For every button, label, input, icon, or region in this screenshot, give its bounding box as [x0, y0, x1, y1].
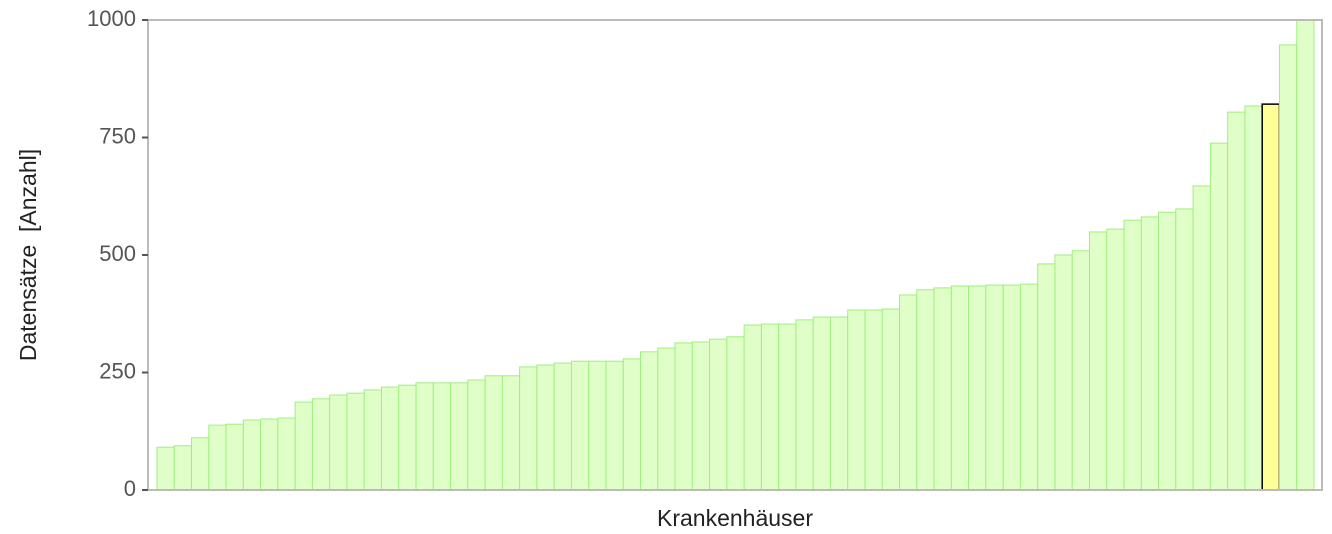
y-tick-label: 250: [99, 358, 136, 383]
bar: [536, 364, 555, 491]
bar: [173, 445, 193, 491]
bar: [1192, 185, 1211, 491]
bar: [812, 316, 831, 491]
bar: [484, 375, 503, 491]
bar: [329, 394, 348, 491]
bar: [156, 446, 175, 491]
bar: [242, 419, 262, 491]
bar: [294, 401, 313, 491]
x-axis-label: Krankenhäuser: [657, 505, 813, 531]
bar: [968, 285, 987, 491]
bar: [1002, 284, 1021, 491]
bar: [1158, 211, 1177, 491]
bar: [450, 382, 469, 491]
bar: [570, 360, 590, 491]
bar: [1278, 44, 1298, 491]
bar: [778, 323, 797, 491]
bar: [933, 287, 952, 491]
bar: [363, 389, 382, 491]
bar: [1071, 250, 1091, 491]
bar: [829, 316, 849, 491]
bar: [432, 382, 452, 491]
bar: [1140, 216, 1160, 491]
bar: [1296, 19, 1315, 491]
y-axis-label: Datensätze [Anzahl]: [15, 149, 41, 361]
bar: [1019, 283, 1039, 491]
bar: [225, 423, 244, 491]
bar: [277, 417, 296, 491]
bar: [640, 351, 659, 491]
bar: [657, 347, 676, 491]
bar: [1123, 219, 1142, 491]
y-tick-label: 750: [99, 123, 136, 148]
bar: [1106, 228, 1125, 491]
bar: [605, 360, 624, 491]
bar: [743, 324, 762, 491]
bar: [346, 392, 365, 491]
bar: [260, 418, 279, 491]
y-tick-label: 1000: [87, 6, 136, 31]
bar: [1054, 254, 1073, 491]
bar: [1089, 231, 1108, 491]
bar: [1261, 103, 1281, 491]
bar: [1175, 208, 1194, 491]
bar: [864, 309, 883, 491]
bar: [1209, 142, 1229, 491]
bar: [380, 386, 400, 491]
bar: [588, 360, 607, 491]
y-tick-label: 0: [124, 476, 136, 501]
bar: [760, 323, 780, 491]
bar: [398, 384, 417, 491]
bar: [847, 309, 866, 491]
bar: [726, 336, 745, 491]
bar: [415, 382, 434, 491]
bar: [191, 437, 210, 491]
bar: [674, 342, 693, 491]
bar: [622, 358, 642, 491]
bar: [467, 379, 486, 491]
bar: [519, 366, 538, 491]
bar: [985, 284, 1004, 491]
bar: [1227, 111, 1246, 491]
bar: [1037, 263, 1056, 491]
bar: [950, 285, 970, 491]
bar: [208, 424, 227, 491]
bar: [1244, 105, 1263, 491]
bar: [881, 308, 901, 491]
bar: [553, 362, 572, 491]
bar: [916, 289, 935, 491]
bar: [899, 294, 918, 491]
y-tick-label: 500: [99, 241, 136, 266]
bar: [795, 319, 814, 491]
bar: [501, 375, 521, 491]
bar: [709, 338, 728, 491]
bar: [311, 398, 331, 491]
bar: [691, 341, 711, 491]
